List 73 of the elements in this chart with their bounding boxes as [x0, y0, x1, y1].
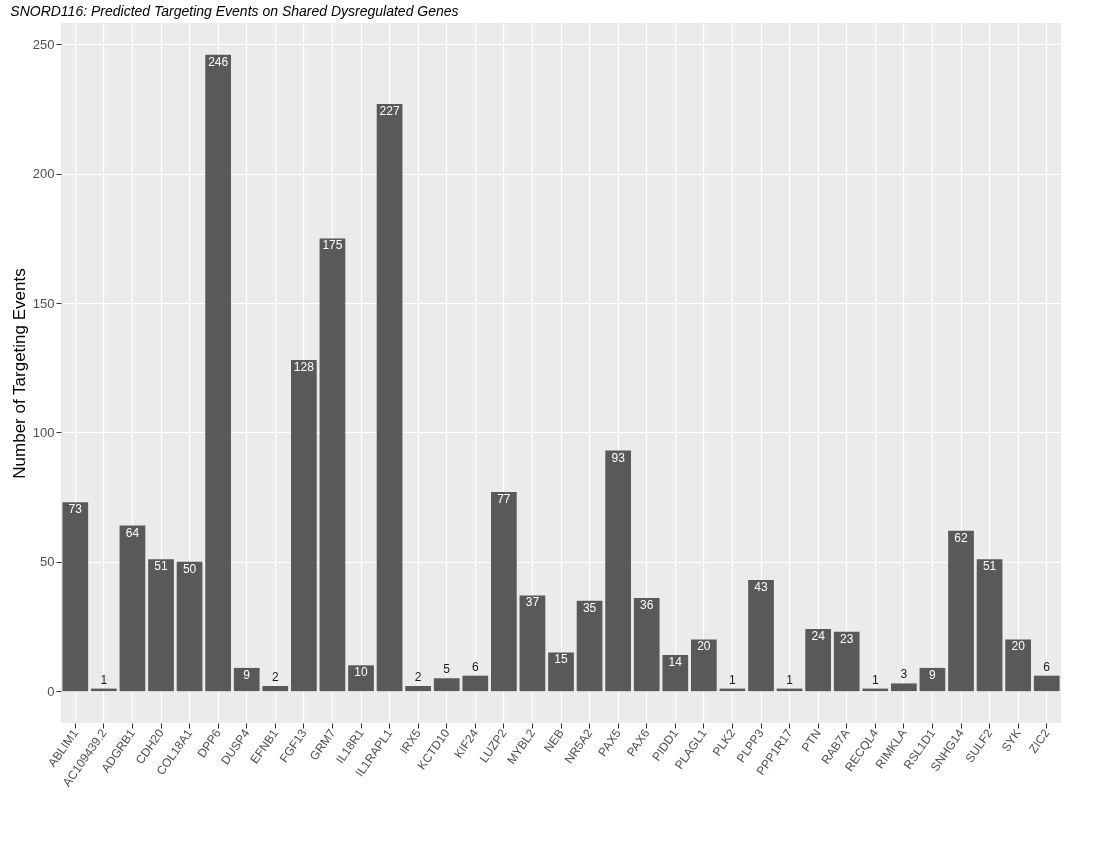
data-label: 9: [243, 667, 251, 682]
data-label: 2: [271, 670, 279, 685]
chart-title: SNORD116: Predicted Targeting Events on Shared Dysregulated Genes: [10, 3, 459, 19]
data-label: 77: [497, 491, 511, 506]
data-label: 5: [443, 662, 451, 677]
data-label: 9: [929, 667, 937, 682]
data-label: 15: [554, 652, 568, 667]
bar: [633, 598, 660, 692]
bar: [262, 686, 289, 692]
data-label: 20: [1011, 639, 1026, 654]
bar: [805, 629, 831, 692]
data-label: 3: [900, 667, 908, 682]
y-tick-label: 0: [47, 683, 55, 699]
data-label: 14: [668, 654, 683, 669]
bar: [376, 103, 403, 692]
bar: [462, 675, 489, 692]
bar: [948, 530, 974, 692]
bar: [348, 665, 374, 692]
bar: [1005, 639, 1031, 692]
y-axis-title: Number of Targeting Events: [9, 268, 29, 479]
data-label: 227: [379, 103, 400, 118]
data-label: 1: [871, 672, 879, 687]
bar: [691, 639, 717, 692]
data-label: 73: [68, 502, 83, 517]
data-label: 6: [471, 659, 479, 674]
data-label: 1: [100, 672, 108, 687]
bar: [548, 652, 574, 692]
y-tick-label: 150: [32, 295, 55, 311]
data-label: 10: [354, 665, 368, 680]
bar: [119, 525, 146, 692]
data-label: 246: [208, 54, 229, 69]
bar: [291, 360, 317, 692]
data-label: 93: [611, 450, 626, 465]
bar: [233, 667, 260, 692]
bar: [1033, 675, 1060, 692]
y-tick-label: 250: [32, 36, 55, 52]
data-label: 50: [182, 561, 197, 576]
data-label: 51: [982, 559, 997, 574]
data-label: 62: [954, 530, 968, 545]
data-label: 2: [414, 670, 422, 685]
bar: [576, 600, 603, 692]
bar: [662, 654, 689, 692]
y-tick-label: 100: [32, 425, 55, 440]
bar: [148, 559, 174, 692]
bar: [176, 561, 203, 692]
data-label: 64: [125, 525, 140, 540]
bar: [891, 683, 917, 692]
bar: [491, 491, 517, 692]
data-label: 35: [582, 600, 597, 615]
bar: [833, 631, 860, 692]
bar: [748, 579, 774, 692]
data-label: 51: [154, 559, 168, 574]
bar: [319, 238, 346, 692]
data-label: 175: [322, 238, 343, 253]
bar: [519, 595, 546, 692]
bar: [405, 686, 431, 692]
y-tick-label: 50: [40, 554, 55, 570]
bar: [205, 54, 231, 692]
data-label: 1: [786, 672, 794, 687]
data-label: 24: [811, 629, 826, 644]
bar: [433, 678, 460, 692]
data-label: 23: [840, 631, 854, 646]
data-label: 6: [1043, 659, 1051, 674]
data-label: 20: [697, 639, 711, 654]
bar: [976, 559, 1003, 692]
bar: [62, 502, 89, 692]
data-label: 1: [729, 672, 737, 687]
y-tick-label: 200: [32, 166, 55, 182]
data-label: 128: [293, 360, 315, 375]
data-label: 37: [525, 595, 540, 610]
bar: [605, 450, 631, 692]
data-label: 43: [754, 579, 768, 594]
data-label: 36: [640, 598, 654, 613]
